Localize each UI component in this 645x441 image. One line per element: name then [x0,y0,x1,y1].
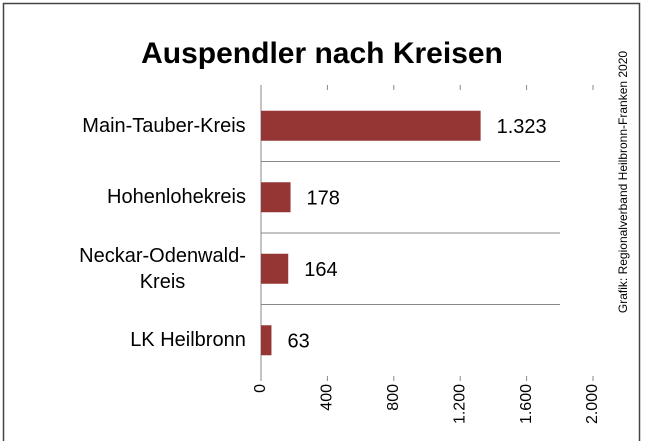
value-label: 164 [304,259,337,281]
value-label: 63 [287,331,309,353]
x-tick-label: 400 [319,384,336,411]
x-tick-label: 2.000 [584,384,601,424]
value-label: 178 [307,188,340,210]
bar [261,110,481,141]
chart-title: Auspendler nach Kreisen [141,37,503,70]
bar [261,182,291,213]
bar [261,325,272,356]
category-label: Main-Tauber-Kreis [82,114,246,137]
x-tick-label: 1.600 [518,384,535,424]
source-note: Grafik: Regionalverband Heilbronn-Franke… [616,51,630,313]
value-label: 1.323 [497,116,547,138]
category-label: LK Heilbronn [130,329,246,352]
x-tick-label: 0 [252,384,269,393]
bar [261,253,289,284]
category-label: Hohenlohekreis [107,186,246,209]
x-tick-label: 1.200 [451,384,468,424]
category-label: Neckar-Odenwald-Kreis [79,244,246,293]
x-tick-label: 800 [385,384,402,411]
